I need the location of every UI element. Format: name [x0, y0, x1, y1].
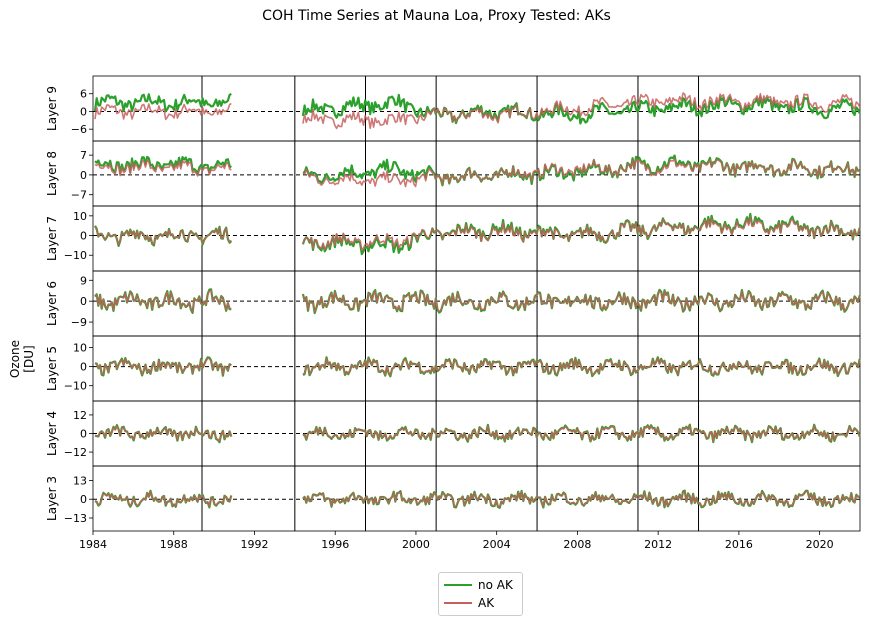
y-tick-label: 0 — [80, 295, 87, 308]
y-tick-label: 0 — [80, 361, 87, 374]
x-tick-label: 2004 — [483, 538, 511, 551]
panel-label: Layer 6 — [45, 281, 59, 326]
y-tick-label: −9 — [71, 316, 87, 329]
legend-label-no-ak: no AK — [478, 578, 513, 592]
y-tick-label: 0 — [80, 105, 87, 118]
panel-label: Layer 5 — [45, 346, 59, 391]
x-tick-label: 2008 — [563, 538, 591, 551]
panel-label: Layer 9 — [45, 86, 59, 131]
series-line-ak — [94, 289, 232, 313]
series-line-ak — [302, 92, 861, 130]
y-tick-label: −10 — [64, 249, 87, 262]
y-tick-label: 6 — [80, 88, 87, 101]
series-line-ak — [94, 425, 233, 443]
series-line-ak — [94, 159, 232, 177]
y-tick-label: −13 — [64, 512, 87, 525]
x-tick-label: 1992 — [240, 538, 268, 551]
legend-swatch-ak — [444, 601, 472, 605]
chart-title: COH Time Series at Mauna Loa, Proxy Test… — [262, 8, 611, 24]
y-tick-label: 0 — [80, 428, 87, 441]
x-tick-label: 1988 — [160, 538, 188, 551]
panel-label: Layer 7 — [45, 216, 59, 261]
panel-label: Layer 8 — [45, 151, 59, 196]
y-tick-label: 13 — [73, 474, 87, 487]
y-tick-label: 0 — [80, 230, 87, 243]
x-tick-label: 2000 — [402, 538, 430, 551]
panel-label: Layer 4 — [45, 411, 59, 456]
x-tick-label: 2020 — [806, 538, 834, 551]
x-tick-label: 2012 — [644, 538, 672, 551]
y-tick-label: 10 — [73, 210, 87, 223]
series-line-ak — [94, 357, 232, 376]
series-line-ak — [302, 357, 861, 377]
legend-label-ak: AK — [478, 596, 495, 610]
y-tick-label: 10 — [73, 341, 87, 354]
y-tick-label: 9 — [80, 274, 87, 287]
panel-frame — [92, 465, 861, 532]
y-tick-label: −6 — [71, 123, 87, 136]
legend-item-ak: AK — [444, 595, 494, 611]
y-tick-label: 0 — [80, 169, 87, 182]
y-tick-label: −12 — [64, 446, 87, 459]
legend-swatch-no-ak — [444, 583, 472, 587]
series-line-ak — [94, 490, 233, 508]
y-tick-label: −7 — [71, 189, 87, 202]
y-tick-label: −10 — [64, 380, 87, 393]
series-line-ak — [94, 102, 232, 121]
x-tick-label: 1984 — [79, 538, 107, 551]
series-line-ak — [302, 290, 861, 313]
legend-item-no-ak: no AK — [444, 577, 513, 593]
y-tick-label: 7 — [80, 149, 87, 162]
series-line-ak — [302, 157, 860, 188]
panel-frame — [92, 270, 861, 337]
series-line-no-ak — [301, 93, 861, 125]
x-tick-label: 1996 — [321, 538, 349, 551]
series-line-ak — [302, 490, 860, 508]
series-line-ak — [302, 216, 861, 252]
series-line-ak — [302, 424, 861, 443]
panel-label: Layer 3 — [45, 476, 59, 521]
y-tick-label: 12 — [73, 409, 87, 422]
y-tick-label: 0 — [80, 493, 87, 506]
series-line-ak — [94, 226, 232, 246]
x-tick-label: 2016 — [725, 538, 753, 551]
series-line-no-ak — [93, 92, 232, 113]
legend: no AK AK — [438, 572, 523, 616]
